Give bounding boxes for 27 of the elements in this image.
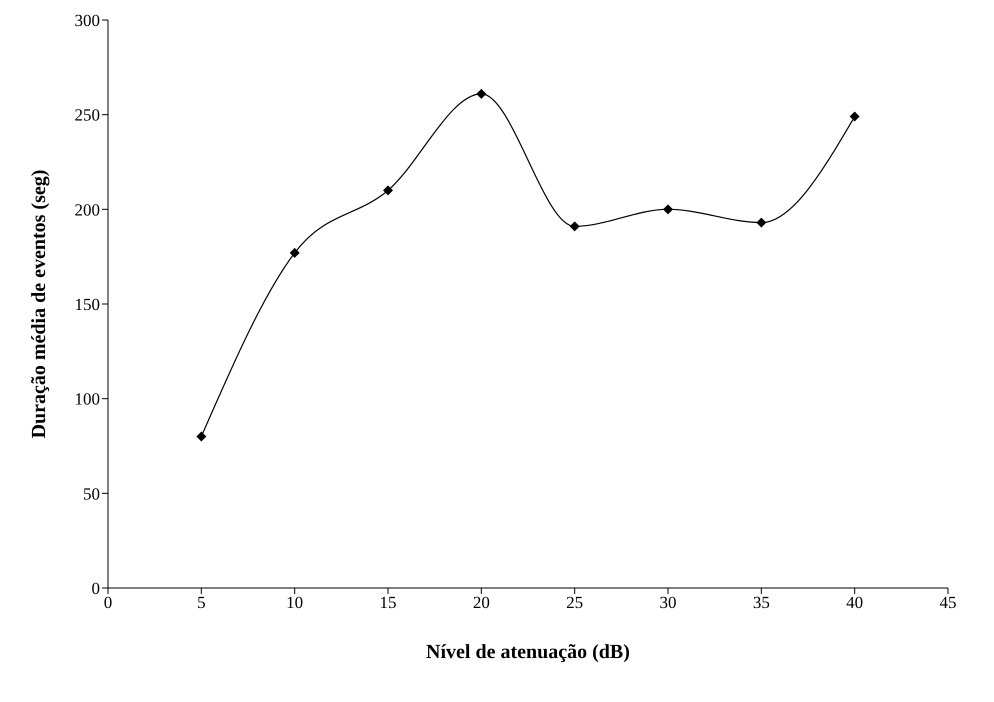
y-tick-label: 50 [83,484,100,504]
y-tick-label: 250 [74,106,100,125]
x-tick-label: 45 [940,593,956,612]
x-tick-label: 25 [566,593,584,612]
x-tick-label: 30 [660,593,676,612]
point [756,218,766,228]
y-tick-label: 200 [74,200,100,220]
y-tick-label: 150 [74,295,100,314]
x-tick-label: 15 [380,593,396,612]
x-axis-title: Nível de atenuação (dB) [426,641,630,663]
x-tick-label: 20 [472,593,490,612]
x-tick-label: 5 [197,593,206,612]
point [383,185,393,196]
x-tick-label: 10 [286,593,304,612]
x-tick-label: 40 [846,593,864,612]
point [196,432,206,442]
point [663,204,673,214]
y-tick-label: 0 [92,579,100,598]
y-tick-label: 100 [74,390,100,409]
y-axis-title: Duração média de eventos (seg) [28,170,50,438]
point [476,88,486,99]
point [290,248,300,258]
x-tick-label: 0 [104,593,112,612]
x-tick-label: 35 [752,593,770,612]
point [850,112,860,122]
y-tick-label: 300 [74,11,100,30]
point [570,221,580,232]
